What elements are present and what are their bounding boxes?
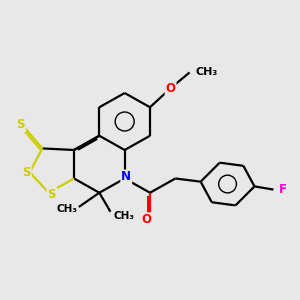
Text: N: N (121, 170, 131, 183)
Text: CH₃: CH₃ (114, 212, 135, 221)
Text: O: O (141, 213, 151, 226)
Text: O: O (166, 82, 176, 95)
Text: F: F (279, 183, 287, 196)
Text: S: S (22, 166, 31, 179)
Text: CH₃: CH₃ (196, 68, 218, 77)
Text: CH₃: CH₃ (56, 204, 77, 214)
Text: S: S (48, 188, 56, 201)
Text: S: S (16, 118, 25, 131)
